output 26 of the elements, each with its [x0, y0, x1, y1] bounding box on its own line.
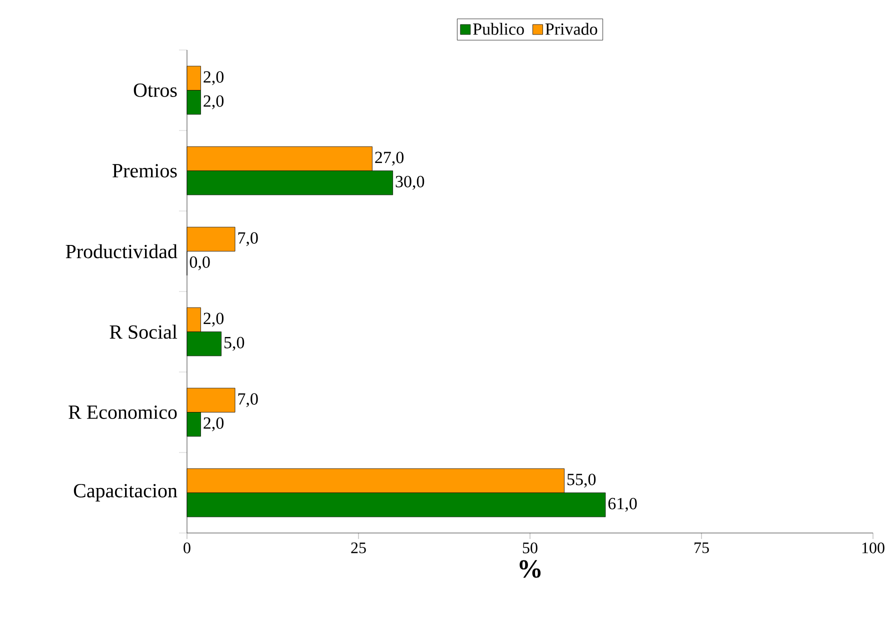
data-label: 0,0	[190, 256, 210, 270]
x-tick-label: 100	[862, 542, 884, 554]
data-label: 5,0	[224, 336, 244, 351]
data-label: 2,0	[204, 71, 224, 86]
x-tick-label: 0	[184, 542, 190, 554]
legend-label: Publico	[473, 22, 524, 35]
data-label: 2,0	[204, 312, 224, 327]
data-label: 2,0	[204, 95, 224, 110]
y-tick-label: R Social	[110, 324, 178, 339]
data-label: 7,0	[238, 232, 258, 246]
y-tick-label: Productividad	[66, 244, 178, 258]
y-tick-label: Capacitacion	[74, 484, 178, 502]
y-tick-label: R Economico	[68, 406, 177, 419]
legend-label: Privado	[545, 22, 598, 35]
y-tick-label: Premios	[112, 164, 177, 178]
data-label: 7,0	[238, 393, 258, 408]
x-axis-title: %	[520, 560, 541, 578]
data-label: 30,0	[396, 176, 424, 190]
data-label: 27,0	[375, 152, 404, 166]
y-tick-label: Otros	[134, 84, 177, 97]
x-tick-label: 25	[351, 542, 366, 554]
x-tick-label: 75	[694, 542, 709, 554]
x-tick-label: 50	[522, 542, 538, 554]
data-label: 55,0	[567, 474, 596, 488]
data-label: 2,0	[204, 417, 224, 432]
data-label: 61,0	[608, 498, 637, 512]
